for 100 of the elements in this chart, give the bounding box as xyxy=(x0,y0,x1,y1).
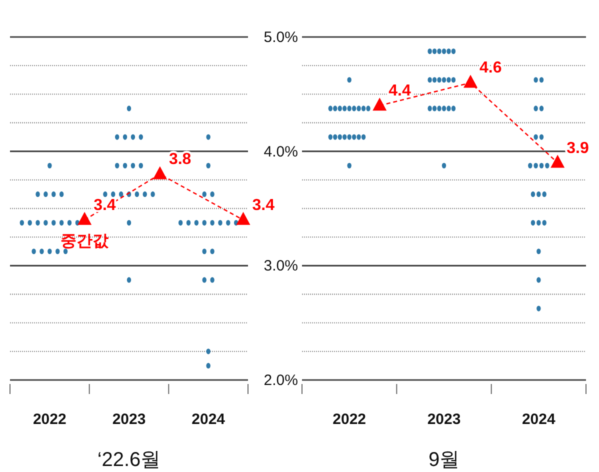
point xyxy=(186,220,191,226)
point xyxy=(451,106,456,112)
point xyxy=(118,191,124,198)
point xyxy=(206,134,210,140)
point xyxy=(126,220,132,226)
point xyxy=(202,248,206,254)
data-label: 3.4 xyxy=(252,196,275,214)
point xyxy=(59,191,64,198)
point xyxy=(534,162,538,168)
point xyxy=(361,106,366,112)
x-tick-label: 2024 xyxy=(192,411,226,428)
point xyxy=(48,162,52,168)
point xyxy=(126,277,132,283)
point xyxy=(442,77,446,83)
point xyxy=(48,248,52,254)
x-axis-title: ‘22.6월 xyxy=(97,449,161,471)
point xyxy=(530,191,536,198)
point xyxy=(539,134,544,140)
point xyxy=(138,134,143,140)
point xyxy=(352,106,356,112)
point xyxy=(545,162,550,168)
annotation: 중간값 xyxy=(60,232,110,250)
point xyxy=(372,98,387,111)
point xyxy=(451,48,456,54)
data-label: 3.8 xyxy=(168,151,192,168)
x-tick-label: 2022 xyxy=(332,411,366,428)
point xyxy=(338,106,342,112)
point xyxy=(178,220,183,226)
point xyxy=(210,248,214,254)
point xyxy=(134,191,140,198)
y-tick-label: 5.0% xyxy=(264,29,298,46)
point xyxy=(342,134,347,140)
point xyxy=(347,106,352,112)
point xyxy=(194,220,199,226)
x-tick-label: 2022 xyxy=(32,411,66,428)
point xyxy=(534,106,538,112)
point xyxy=(366,106,370,112)
point xyxy=(210,277,214,283)
x-tick-label: 2023 xyxy=(112,411,146,428)
point xyxy=(63,248,68,254)
point xyxy=(347,134,352,140)
point xyxy=(352,134,356,140)
point xyxy=(464,74,478,88)
point xyxy=(451,77,456,83)
point xyxy=(59,220,64,226)
point xyxy=(442,162,446,168)
point xyxy=(138,162,143,168)
data-label: 4.6 xyxy=(480,60,502,77)
point xyxy=(333,106,338,112)
point xyxy=(152,166,167,180)
point xyxy=(536,306,541,312)
x-tick-label: 2024 xyxy=(522,411,556,428)
x-tick-label: 2023 xyxy=(427,411,461,428)
point xyxy=(206,348,210,354)
point xyxy=(428,77,432,83)
point xyxy=(536,277,541,283)
point xyxy=(122,134,128,140)
point xyxy=(361,134,366,140)
point xyxy=(347,77,352,83)
point xyxy=(206,162,210,168)
point xyxy=(356,106,361,112)
point xyxy=(338,134,342,140)
point xyxy=(539,106,544,112)
point xyxy=(122,162,128,168)
x-axis-title: 9월 xyxy=(428,449,460,471)
data-label: 4.4 xyxy=(388,82,411,100)
point xyxy=(67,220,72,226)
point xyxy=(539,77,544,83)
point xyxy=(126,106,132,112)
point xyxy=(56,248,60,254)
point xyxy=(356,134,361,140)
point xyxy=(40,248,44,254)
point xyxy=(536,248,541,254)
point xyxy=(530,220,536,226)
point xyxy=(130,134,136,140)
point xyxy=(528,162,532,168)
point xyxy=(428,106,432,112)
point xyxy=(347,162,352,168)
y-tick-label: 4.0% xyxy=(264,143,298,160)
point xyxy=(432,106,437,112)
point xyxy=(539,162,544,168)
point xyxy=(115,134,120,140)
point xyxy=(446,106,451,112)
point xyxy=(446,77,451,83)
point xyxy=(202,277,206,283)
point xyxy=(115,162,120,168)
point xyxy=(333,134,338,140)
point xyxy=(437,106,442,112)
point xyxy=(437,77,442,83)
data-label: 3.4 xyxy=(94,196,116,214)
point xyxy=(534,134,538,140)
point xyxy=(342,106,347,112)
point xyxy=(432,48,437,54)
point xyxy=(432,77,437,83)
y-tick-label: 3.0% xyxy=(264,258,298,275)
y-tick-label: 2.0% xyxy=(264,372,298,389)
point xyxy=(442,48,446,54)
point xyxy=(534,77,538,83)
point xyxy=(32,248,36,254)
point xyxy=(442,106,446,112)
